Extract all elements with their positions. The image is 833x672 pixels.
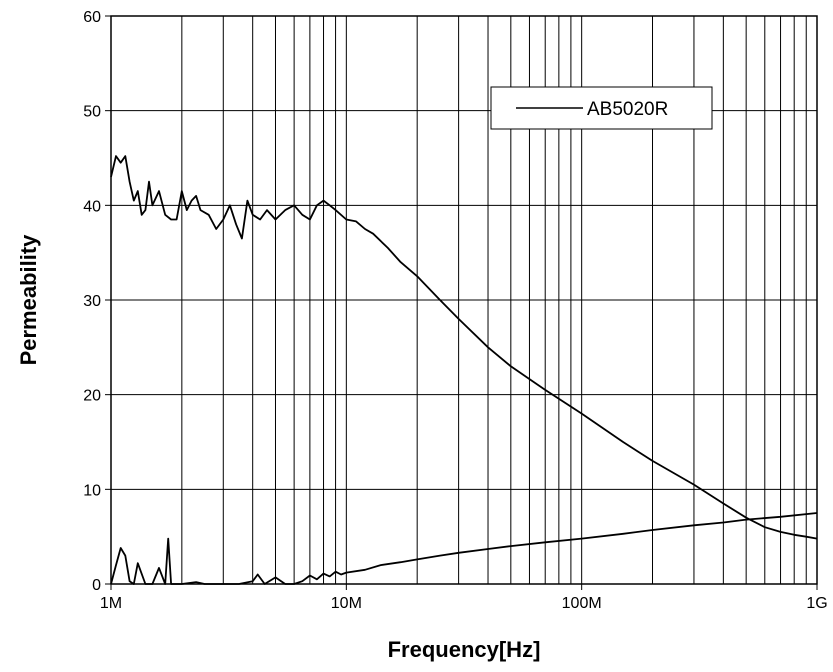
- y-tick-label: 30: [83, 293, 101, 310]
- y-tick-label: 10: [83, 482, 101, 499]
- y-tick-label: 40: [83, 198, 101, 215]
- ticks: 0 10 20 30 40 50 60 1M 10M 100M 1G: [83, 9, 827, 612]
- y-axis-title: Permeability: [16, 234, 41, 366]
- y-tick-label: 20: [83, 388, 101, 405]
- x-tick-label: 100M: [562, 595, 602, 612]
- x-axis-title: Frequency[Hz]: [388, 637, 541, 662]
- y-tick-label: 60: [83, 9, 101, 26]
- x-tick-label: 1G: [806, 595, 827, 612]
- series-line-ab5020r: [110, 155, 818, 540]
- y-tick-label: 0: [92, 577, 101, 594]
- x-tick-label: 1M: [100, 595, 122, 612]
- x-tick-label: 10M: [331, 595, 362, 612]
- legend: AB5020R: [490, 86, 713, 130]
- y-tick-label: 50: [83, 104, 101, 121]
- legend-label: AB5020R: [587, 99, 668, 120]
- grid: [111, 16, 817, 584]
